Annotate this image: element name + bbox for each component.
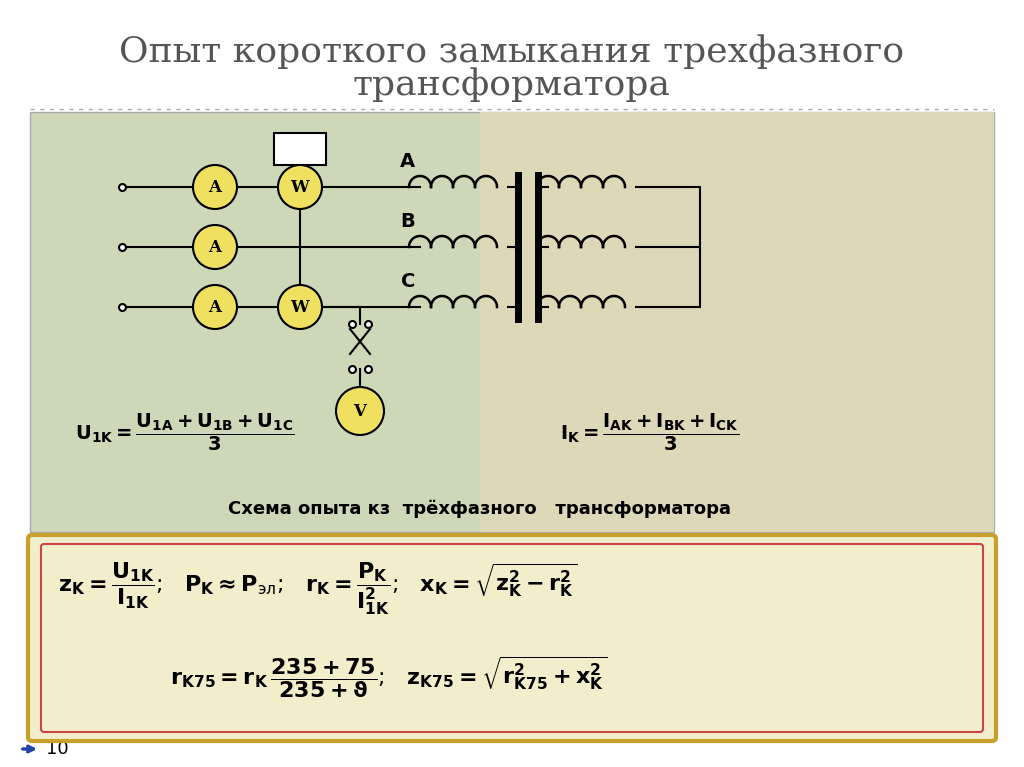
Text: W: W [291,298,309,315]
Text: A: A [400,152,415,171]
Circle shape [278,165,322,209]
Bar [30,112,994,532]
Circle shape [193,165,237,209]
Text: Опыт короткого замыкания трехфазного: Опыт короткого замыкания трехфазного [120,35,904,69]
Text: C: C [400,272,415,291]
FancyBboxPatch shape [28,535,996,741]
Text: W: W [291,179,309,196]
Text: V: V [353,403,367,420]
Text: B: B [400,212,415,231]
Text: Схема опыта кз  трёхфазного   трансформатора: Схема опыта кз трёхфазного трансформатор… [228,500,731,518]
Text: $\mathbf{I_K=\dfrac{I_{AK}+I_{BK}+I_{CK}}{3}}$: $\mathbf{I_K=\dfrac{I_{AK}+I_{BK}+I_{CK}… [560,411,739,453]
Circle shape [193,225,237,269]
Circle shape [336,387,384,435]
Text: $\mathbf{r_{K75}=r_K\,\dfrac{235+75}{235+\vartheta}}$;   $\mathbf{z_{K75}=\sqrt{: $\mathbf{r_{K75}=r_K\,\dfrac{235+75}{235… [170,654,607,700]
Circle shape [278,285,322,329]
Text: трансформатора: трансформатора [353,67,671,102]
Text: $\mathbf{U_{1K}=\dfrac{U_{1A}+U_{1B}+U_{1C}}{3}}$: $\mathbf{U_{1K}=\dfrac{U_{1A}+U_{1B}+U_{… [75,411,295,453]
Text: A: A [209,239,221,255]
Text: 10: 10 [46,740,69,758]
Circle shape [193,285,237,329]
Bar [480,112,994,532]
Bar [274,133,326,165]
Text: $\mathbf{z_K=\dfrac{U_{1K}}{I_{1K}}}$;   $\mathbf{P_K\approx P_{\text{эл}}}$;   : $\mathbf{z_K=\dfrac{U_{1K}}{I_{1K}}}$; $… [58,561,578,617]
Text: A: A [209,179,221,196]
Text: A: A [209,298,221,315]
